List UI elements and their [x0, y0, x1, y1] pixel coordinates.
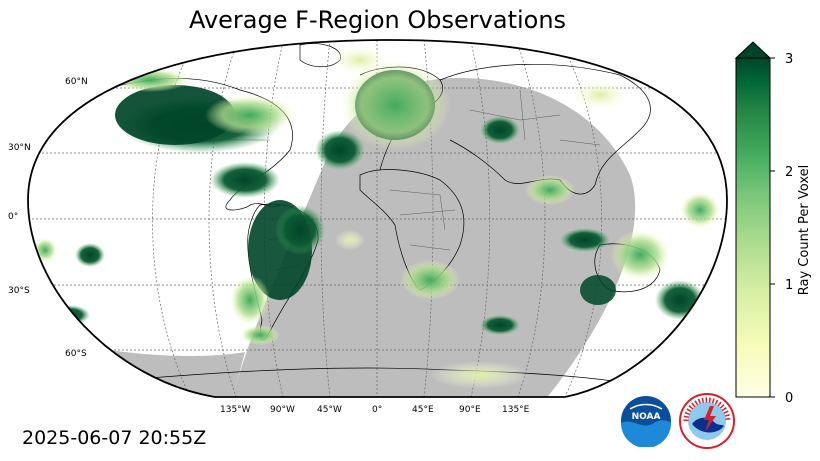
colorbar-tick-3: 3 [785, 52, 793, 67]
lat-label-30n: 30°N [8, 143, 31, 153]
lon-label-135e: 135°E [502, 405, 530, 415]
globe-outline [27, 39, 728, 398]
nws-logo [679, 393, 735, 449]
lat-label-0: 0° [8, 212, 18, 222]
colorbar-tick-1: 1 [785, 278, 793, 293]
lat-label-60s: 60°S [65, 349, 87, 359]
colorbar-tick-2: 2 [785, 165, 793, 180]
lon-label-45w: 45°W [317, 405, 342, 415]
observation-density [33, 45, 720, 389]
lat-label-60n: 60°N [65, 77, 88, 87]
noaa-logo: NOAA [621, 396, 671, 447]
lon-label-45e: 45°E [412, 405, 434, 415]
map-area [28, 40, 727, 397]
lat-label-30s: 30°S [8, 286, 30, 296]
timestamp: 2025-06-07 20:55Z [22, 427, 207, 449]
svg-text:NOAA: NOAA [632, 412, 661, 422]
lon-label-135w: 135°W [220, 405, 251, 415]
colorbar-gradient [736, 58, 770, 397]
lon-label-0: 0° [372, 405, 382, 415]
colorbar-extend-arrow [734, 41, 772, 59]
colorbar: 0 1 2 3 Ray Count Per Voxel [734, 41, 812, 406]
colorbar-tick-0: 0 [785, 391, 793, 406]
lon-label-90e: 90°E [459, 405, 481, 415]
lon-label-90w: 90°W [270, 405, 295, 415]
chart-title: Average F-Region Observations [188, 6, 567, 34]
colorbar-label: Ray Count Per Voxel [797, 165, 812, 295]
